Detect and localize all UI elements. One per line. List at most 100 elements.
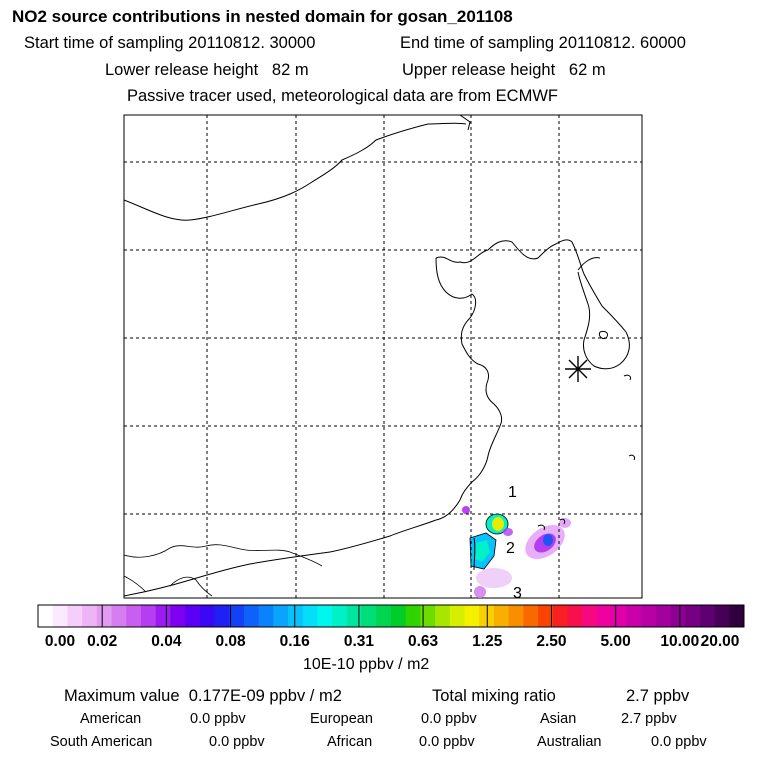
- colorbar-cell: [302, 605, 318, 627]
- colorbar-tick-label: 0.08: [215, 633, 246, 650]
- colorbar-cell: [185, 605, 201, 627]
- plume-east-core: [543, 534, 553, 546]
- coastlines: [123, 114, 635, 597]
- total-mixing-value: 2.7 ppbv: [626, 687, 690, 705]
- colorbar-cell: [361, 605, 377, 627]
- lower-height-label: Lower release height 82 m: [105, 61, 309, 79]
- colorbar-cell: [596, 605, 613, 627]
- region-south-american-value: 0.0 ppbv: [209, 734, 265, 750]
- plume-north-core: [492, 517, 504, 531]
- plume-main-inner: [475, 540, 490, 562]
- region-african-name: African: [327, 734, 373, 750]
- coastline-taiwan: [473, 537, 476, 571]
- colorbar-cell: [523, 605, 539, 627]
- end-time-label: End time of sampling 20110812. 60000: [400, 34, 686, 52]
- colorbar-cell: [67, 605, 83, 627]
- max-value-label: Maximum value 0.177E-09 ppbv / m2: [64, 687, 342, 705]
- region-south-american-name: South American: [50, 734, 153, 750]
- colorbar-cell: [405, 605, 421, 627]
- colorbar-cell: [582, 605, 598, 627]
- plume-north-edge: [503, 528, 513, 536]
- colorbar-cell: [567, 605, 583, 627]
- colorbar-cell: [685, 605, 701, 627]
- coastline-korea: [571, 241, 630, 370]
- colorbar-cell: [140, 605, 157, 627]
- colorbar-cell: [273, 605, 289, 627]
- region-australian-value: 0.0 ppbv: [651, 734, 707, 750]
- graticule: [124, 115, 642, 598]
- colorbar-cell: [699, 605, 715, 627]
- region-african-value: 0.0 ppbv: [419, 734, 475, 750]
- colorbar-tick-label: 0.63: [407, 633, 439, 650]
- receptor-asterisk-icon: [565, 356, 591, 382]
- colorbar-cell: [641, 605, 657, 627]
- island-small-2: [623, 374, 631, 381]
- colorbar-cell: [435, 605, 451, 627]
- colorbar-tick-label: 10.00: [660, 633, 700, 650]
- colorbar-cell: [332, 605, 348, 627]
- upper-height-label: Upper release height 62 m: [402, 61, 606, 79]
- colorbar-tick-label: 20.00: [700, 633, 740, 650]
- island-small-4: [559, 518, 566, 525]
- colorbar-cell: [420, 605, 436, 627]
- plume-south-core: [474, 586, 486, 598]
- colorbar-cell: [655, 605, 671, 627]
- region-european-value: 0.0 ppbv: [421, 711, 477, 727]
- colorbar: [38, 605, 745, 627]
- colorbar-cell: [258, 605, 274, 627]
- coastline-china-south: [123, 519, 437, 597]
- colorbar-cell: [376, 605, 392, 627]
- colorbar-cell: [288, 605, 304, 627]
- colorbar-cell: [729, 605, 745, 627]
- colorbar-cell: [214, 605, 230, 627]
- colorbar-cell: [126, 605, 142, 627]
- colorbar-cell: [493, 605, 510, 627]
- colorbar-cell: [243, 605, 260, 627]
- colorbar-cell: [670, 605, 686, 627]
- colorbar-cell: [155, 605, 171, 627]
- colorbar-cell: [52, 605, 68, 627]
- region-asian-value: 2.7 ppbv: [621, 711, 677, 727]
- border-north: [123, 122, 467, 221]
- colorbar-cell: [449, 605, 465, 627]
- region-american-name: American: [80, 711, 142, 727]
- start-time-label: Start time of sampling 20110812. 30000: [24, 34, 316, 52]
- region-american-value: 0.0 ppbv: [190, 711, 246, 727]
- annotation-1: 1: [508, 484, 517, 501]
- plume-south-outer: [476, 568, 512, 588]
- colorbar-tick-label: 0.00: [44, 633, 76, 650]
- colorbar-cell: [714, 605, 730, 627]
- colorbar-tick-label: 2.50: [536, 633, 567, 650]
- border-south-2: [123, 575, 147, 593]
- concentration-field: [462, 506, 571, 598]
- colorbar-cell: [626, 605, 642, 627]
- plume-spot-small: [462, 506, 470, 514]
- map-frame: [123, 114, 643, 599]
- colorbar-units: 10E-10 ppbv / m2: [303, 656, 430, 673]
- colorbar-major-ticks: [37, 605, 745, 627]
- plume-east-tail: [559, 518, 571, 528]
- coastline-bohai: [435, 239, 573, 264]
- island-small-5: [537, 524, 545, 531]
- colorbar-tick-label: 0.31: [343, 633, 374, 650]
- colorbar-cell: [82, 605, 98, 627]
- colorbar-cell: [38, 605, 54, 627]
- annotation-3: 3: [513, 585, 522, 602]
- colorbar-cell: [111, 605, 127, 627]
- colorbar-cell: [199, 605, 215, 627]
- colorbar-cell: [552, 605, 568, 627]
- region-european-name: European: [310, 711, 373, 727]
- coastline-korea-north: [577, 257, 601, 271]
- colorbar-cell: [464, 605, 480, 627]
- colorbar-cell: [170, 605, 186, 627]
- colorbar-tick-label: 0.04: [151, 633, 182, 650]
- region-australian-name: Australian: [537, 734, 602, 750]
- coastline-china-east: [435, 257, 503, 521]
- borders: [123, 544, 323, 597]
- chart-title: NO2 source contributions in nested domai…: [12, 7, 513, 26]
- colorbar-tick-label: 5.00: [600, 633, 631, 650]
- total-mixing-label: Total mixing ratio: [432, 687, 556, 705]
- annotation-2: 2: [506, 540, 515, 557]
- colorbar-cell: [611, 605, 627, 627]
